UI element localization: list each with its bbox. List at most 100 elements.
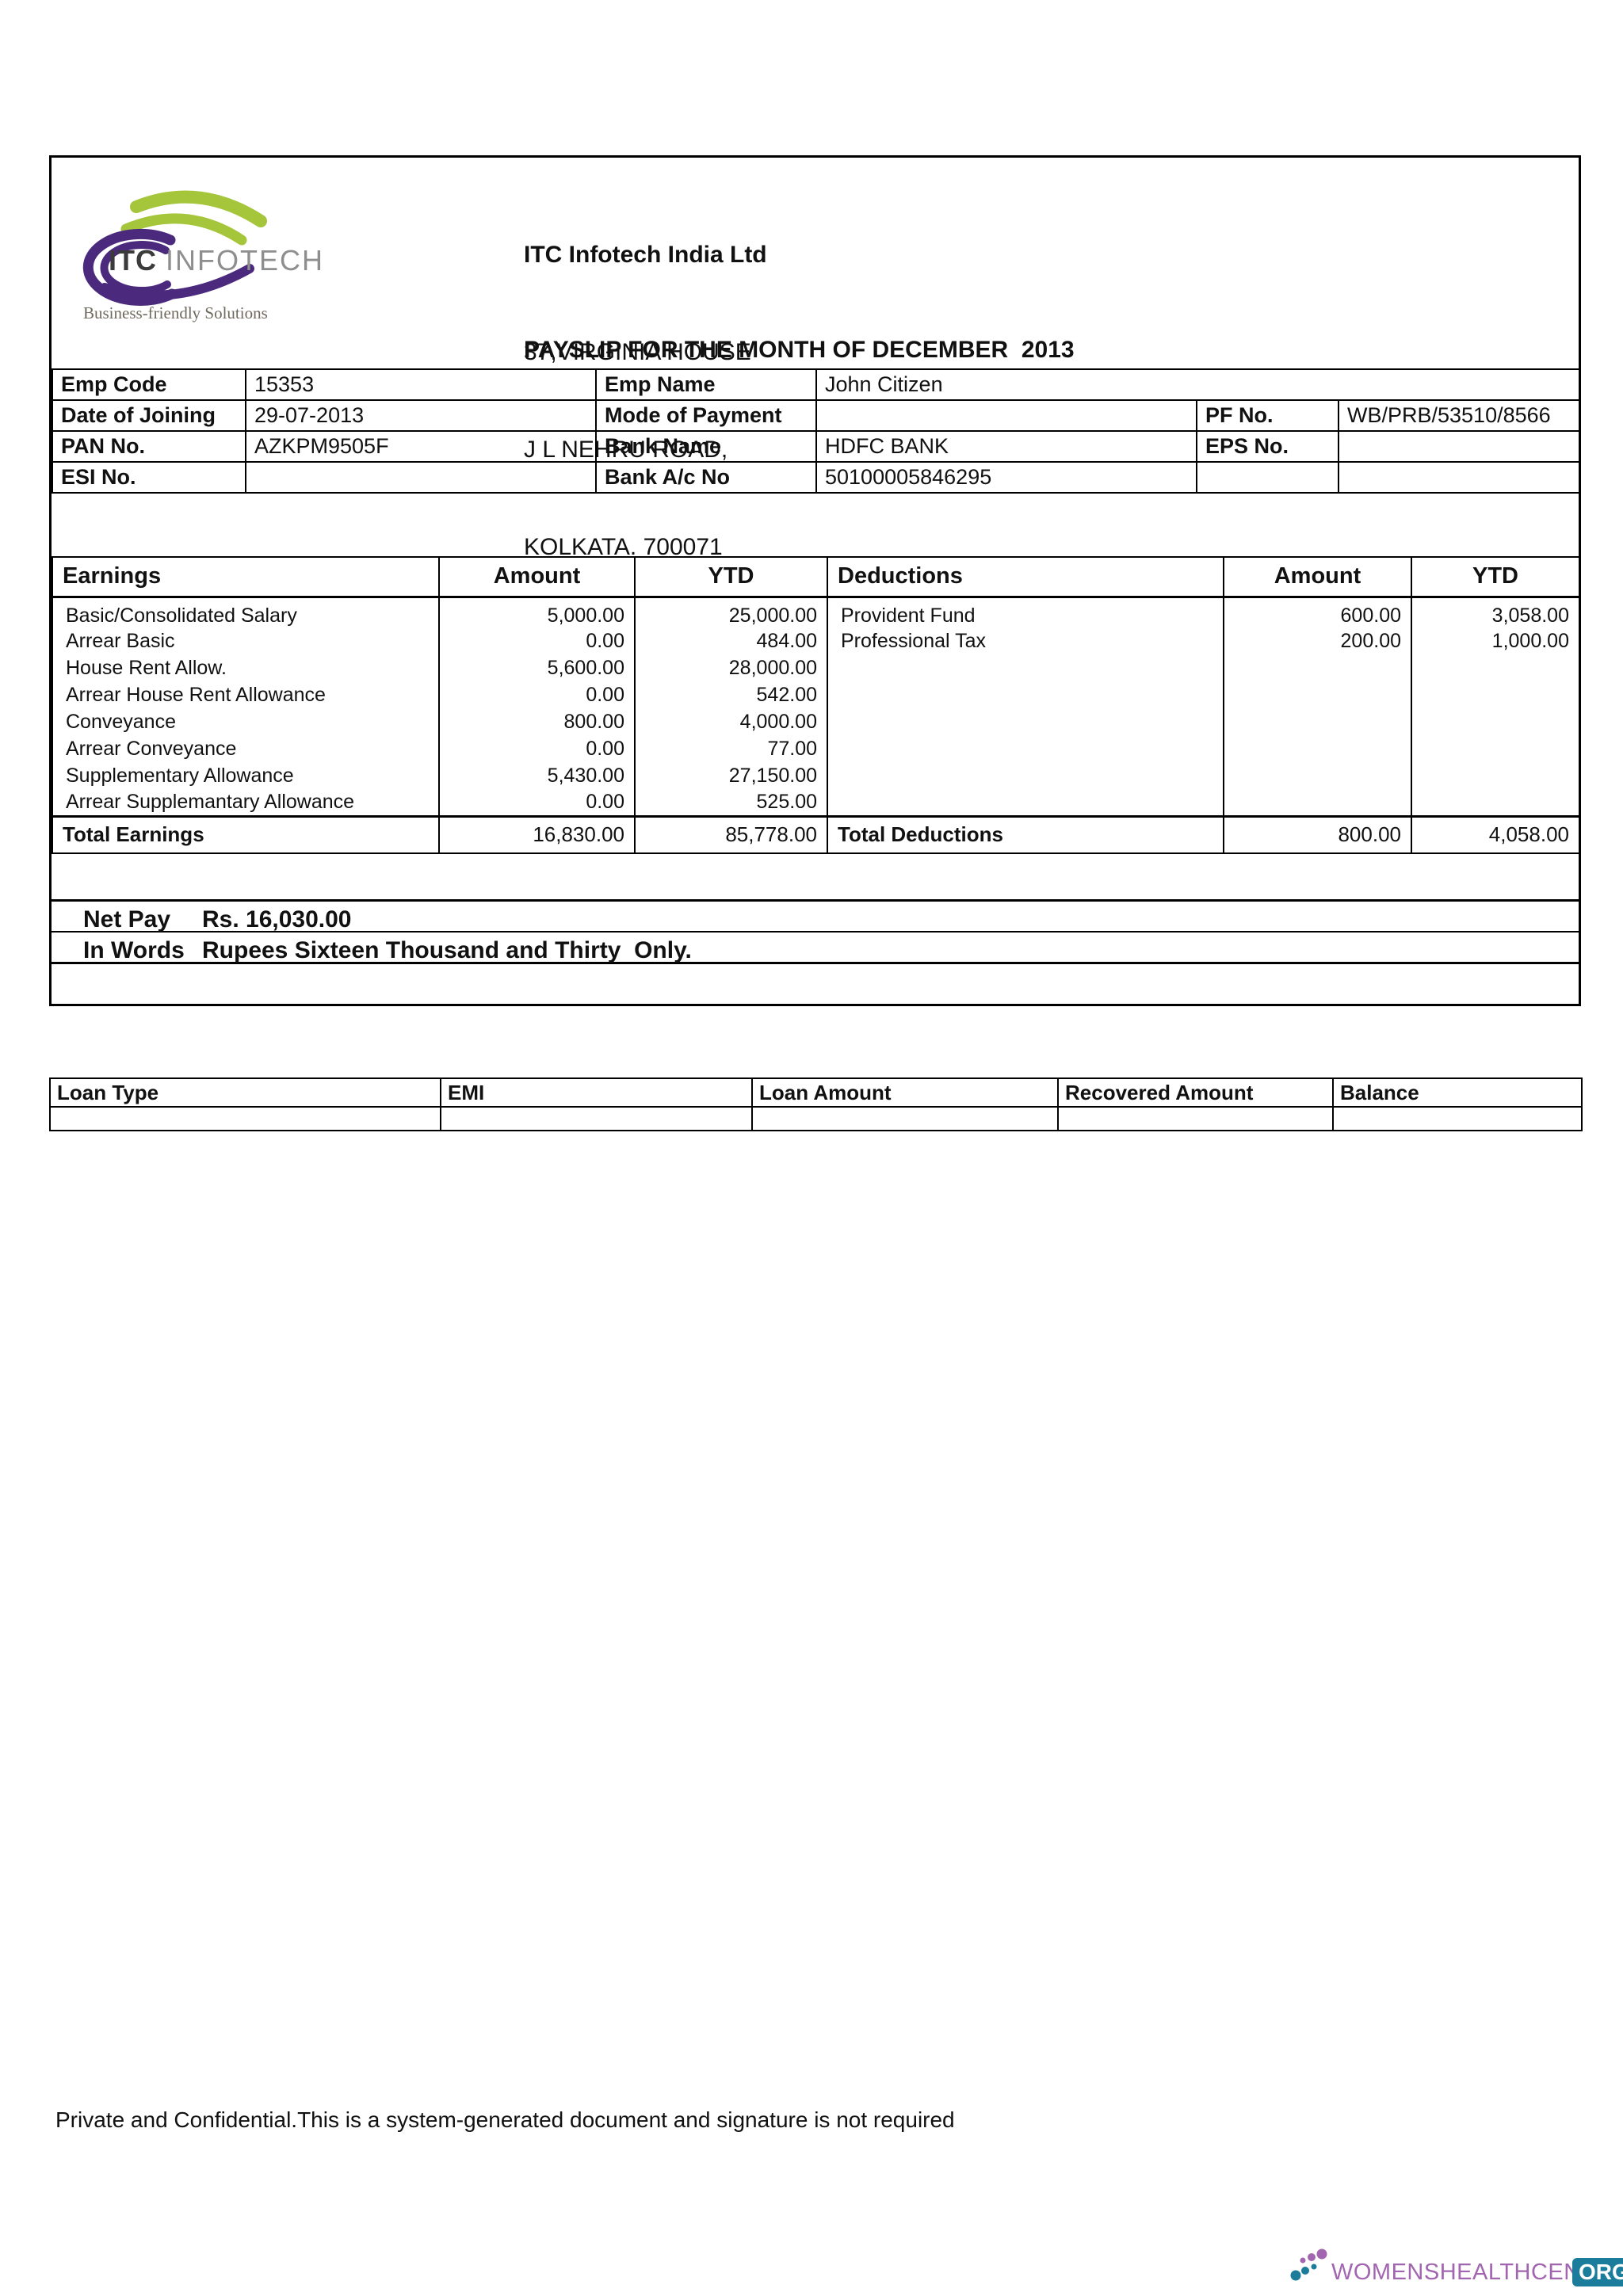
emi-header: EMI (440, 1077, 753, 1108)
in-words-value: Rupees Sixteen Thousand and Thirty Only. (202, 937, 692, 963)
empty-cell (1223, 762, 1412, 790)
company-address-line-3: KOLKATA. 700071 (524, 534, 723, 560)
earnings-header: Earnings (52, 556, 440, 598)
in-words-row: In Words Rupees Sixteen Thousand and Thi… (52, 933, 1579, 964)
empty-cell (1223, 681, 1412, 709)
earning-label: Arrear House Rent Allowance (52, 681, 440, 709)
watermark-org-badge: ORG (1572, 2258, 1623, 2286)
earning-amount: 800.00 (438, 708, 636, 736)
empty-cell (1411, 762, 1580, 790)
mode-of-payment-value (815, 399, 1197, 432)
earning-label: Arrear Supplemantary Allowance (52, 789, 440, 817)
deductions-ytd-header: YTD (1411, 556, 1580, 598)
empty-cell (827, 654, 1224, 682)
earning-amount: 5,430.00 (438, 762, 636, 790)
earning-amount: 0.00 (438, 735, 636, 763)
table-row: House Rent Allow. 5,600.00 28,000.00 (52, 654, 1580, 682)
empty-cell (751, 1106, 1059, 1131)
itc-infotech-logo: ITC INFOTECH Business-friendly Solutions (82, 190, 324, 322)
bank-name-value: HDFC BANK (815, 430, 1197, 463)
net-pay-label: Net Pay (83, 906, 171, 933)
total-earnings-label: Total Earnings (52, 815, 440, 854)
deduction-ytd: 1,000.00 (1411, 627, 1580, 655)
emp-code-value: 15353 (245, 368, 597, 401)
earning-label: Supplementary Allowance (52, 762, 440, 790)
empty-cell (1411, 654, 1580, 682)
table-row: Arrear Basic 0.00 484.00 Professional Ta… (52, 627, 1580, 655)
earnings-deductions-table: Earnings Amount YTD Deductions Amount YT… (52, 556, 1580, 854)
table-row: Supplementary Allowance 5,430.00 27,150.… (52, 762, 1580, 790)
mode-of-payment-label: Mode of Payment (595, 399, 817, 432)
empty-cell (1196, 461, 1339, 494)
pf-no-label: PF No. (1196, 399, 1339, 432)
confidentiality-note: Private and Confidential.This is a syste… (55, 2107, 955, 2132)
empty-cell (1337, 461, 1581, 494)
deductions-amount-header: Amount (1223, 556, 1412, 598)
earning-amount: 0.00 (438, 789, 636, 817)
net-pay-row: Net Pay Rs. 16,030.00 (52, 899, 1579, 933)
empty-cell (1411, 789, 1580, 817)
empty-cell (440, 1106, 753, 1131)
empty-cell (827, 789, 1224, 817)
logo-green-swoosh-top (130, 190, 267, 227)
earnings-ytd-header: YTD (634, 556, 828, 598)
pan-no-value: AZKPM9505F (245, 430, 597, 463)
date-of-joining-value: 29-07-2013 (245, 399, 597, 432)
earning-label: Basic/Consolidated Salary (52, 597, 440, 628)
loan-header-row: Loan Type EMI Loan Amount Recovered Amou… (49, 1077, 1583, 1108)
earning-ytd: 525.00 (634, 789, 828, 817)
payslip-title: PAYSLIP FOR THE MONTH OF DECEMBER 2013 (524, 337, 1075, 363)
empty-cell (1332, 1106, 1583, 1131)
empty-cell (1057, 1106, 1334, 1131)
table-row: Conveyance 800.00 4,000.00 (52, 708, 1580, 736)
table-row: ESI No. Bank A/c No 50100005846295 (52, 461, 1581, 494)
earning-label: House Rent Allow. (52, 654, 440, 682)
date-of-joining-label: Date of Joining (52, 399, 246, 432)
earning-label: Conveyance (52, 708, 440, 736)
deduction-amount: 200.00 (1223, 627, 1412, 655)
empty-cell (827, 762, 1224, 790)
table-row: Arrear Supplemantary Allowance 0.00 525.… (52, 789, 1580, 817)
earning-ytd: 484.00 (634, 627, 828, 655)
recovered-amount-header: Recovered Amount (1057, 1077, 1334, 1108)
earning-ytd: 4,000.00 (634, 708, 828, 736)
earning-ytd: 25,000.00 (634, 597, 828, 628)
logo-purple-arc-outer (82, 228, 178, 306)
earning-amount: 5,600.00 (438, 654, 636, 682)
loan-amount-header: Loan Amount (751, 1077, 1059, 1108)
table-row: Arrear House Rent Allowance 0.00 542.00 (52, 681, 1580, 709)
earning-label: Arrear Basic (52, 627, 440, 655)
deduction-amount: 600.00 (1223, 597, 1412, 628)
logo-brand-itc: ITC (109, 244, 157, 277)
table-row: PAN No. AZKPM9505F Bank Name HDFC BANK E… (52, 430, 1581, 463)
eps-no-label: EPS No. (1196, 430, 1339, 463)
balance-header: Balance (1332, 1077, 1583, 1108)
earning-label: Arrear Conveyance (52, 735, 440, 763)
total-deductions-label: Total Deductions (827, 815, 1224, 854)
earning-ytd: 27,150.00 (634, 762, 828, 790)
earnings-amount-header: Amount (438, 556, 636, 598)
in-words-label: In Words (83, 937, 185, 963)
table-header-row: Earnings Amount YTD Deductions Amount YT… (52, 556, 1580, 598)
earning-amount: 0.00 (438, 681, 636, 709)
empty-cell (827, 735, 1224, 763)
table-row: Emp Code 15353 Emp Name John Citizen (52, 368, 1581, 401)
loan-type-header: Loan Type (49, 1077, 441, 1108)
bank-ac-no-value: 50100005846295 (815, 461, 1197, 494)
logo-purple-swoosh (100, 264, 254, 300)
empty-cell (827, 681, 1224, 709)
table-row: Date of Joining 29-07-2013 Mode of Payme… (52, 399, 1581, 432)
empty-cell (827, 708, 1224, 736)
pf-no-value: WB/PRB/53510/8566 (1337, 399, 1581, 432)
earning-ytd: 28,000.00 (634, 654, 828, 682)
empty-cell (1223, 654, 1412, 682)
total-earnings-amount: 16,830.00 (438, 815, 636, 854)
empty-cell (1223, 735, 1412, 763)
emp-code-label: Emp Code (52, 368, 246, 401)
earning-ytd: 77.00 (634, 735, 828, 763)
company-name: ITC Infotech India Ltd (524, 242, 767, 268)
company-address-line-1: 37,VIRGINIA HOUSE (524, 339, 751, 365)
logo-brand-infotech: INFOTECH (166, 244, 324, 277)
empty-cell (1411, 708, 1580, 736)
